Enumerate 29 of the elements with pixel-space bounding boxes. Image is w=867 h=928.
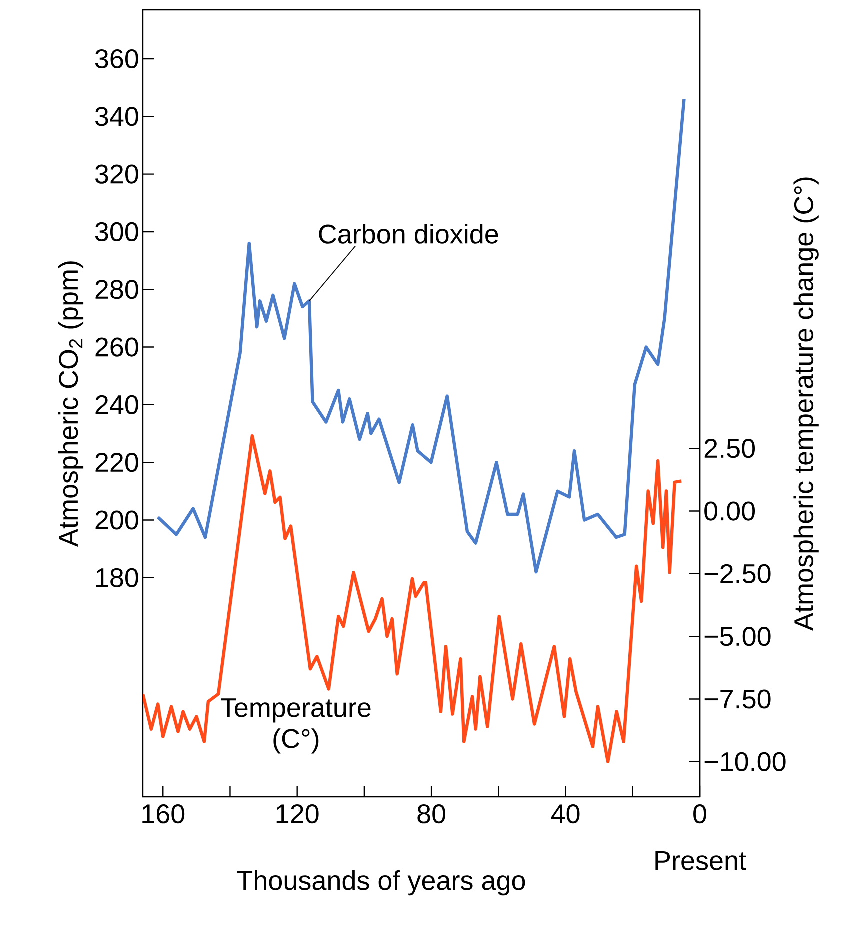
series-label: Temperature (C°) [220, 698, 371, 754]
x-tick-label: 80 [418, 804, 446, 824]
y-tick-label: 240 [96, 395, 138, 414]
y2-tick-label: −7.50 [704, 690, 771, 709]
y-tick-label: 200 [96, 510, 138, 530]
x-tick-label: 0 [694, 804, 706, 824]
x-tick-label: 120 [276, 804, 319, 824]
y2-tick-label: 0.00 [704, 502, 756, 521]
y2-tick-label: −5.00 [704, 627, 771, 646]
y-tick-label: 180 [96, 568, 138, 588]
y-tick-label: 280 [96, 280, 138, 300]
line-series [142, 434, 684, 764]
y-tick-label: 220 [96, 453, 138, 472]
y2-axis-title: Atmospheric temperature change (C°) [794, 178, 819, 631]
x-tick-label: 160 [142, 804, 185, 824]
x-axis-title: Thousands of years ago [237, 870, 526, 896]
line-series [156, 98, 686, 574]
text: Present [656, 852, 746, 870]
y-tick-label: 340 [95, 107, 138, 126]
y2-tick-label: −2.50 [704, 564, 771, 584]
series-label: Carbon dioxide [319, 224, 498, 244]
x-tick-label: 40 [551, 804, 580, 824]
y-axis-title: Atmospheric CO$_{2}$ (ppm) [58, 262, 84, 547]
y2-tick-label: −10.00 [704, 752, 786, 772]
y-tick-label: 320 [95, 164, 138, 184]
y-tick-label: 360 [95, 49, 138, 69]
y2-tick-label: 2.50 [704, 439, 756, 458]
y-tick-label: 300 [95, 222, 138, 242]
y-tick-label: 260 [96, 338, 138, 357]
